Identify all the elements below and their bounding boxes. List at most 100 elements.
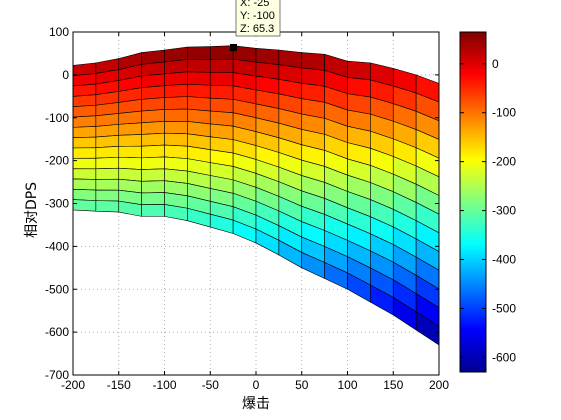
surface-patch	[164, 108, 188, 122]
surface-patch	[141, 168, 165, 182]
surface-patch	[73, 168, 97, 180]
datatip-z: Z: 65.3	[240, 23, 274, 35]
surface-patch	[118, 122, 142, 136]
surface-patch	[164, 144, 188, 159]
surface-patch	[209, 97, 234, 114]
surface-patch	[415, 111, 439, 140]
colorbar-tick-label: -400	[492, 252, 516, 266]
datatip[interactable]: X: -25 Y: -100 Z: 65.3	[230, 0, 281, 51]
colorbar-tick-label: 0	[492, 57, 499, 71]
x-tick-label: 0	[253, 378, 260, 392]
surface-plot	[73, 45, 439, 346]
surface-patch	[209, 84, 234, 100]
surface-patch	[415, 238, 439, 271]
x-tick-label: 100	[337, 378, 357, 392]
surface-patch	[187, 71, 211, 86]
surface-patch	[95, 124, 120, 138]
surface-patch	[95, 145, 120, 159]
surface-patch	[164, 132, 188, 147]
x-tick-label: -50	[202, 378, 220, 392]
surface-patch	[73, 136, 97, 149]
surface-patch	[209, 45, 234, 60]
x-tick-label: 200	[429, 378, 449, 392]
x-tick-label: 150	[383, 378, 403, 392]
y-axis: 100 0 -100 -200 -300 -400 -500 -600 -700	[45, 25, 439, 382]
surface-patch	[415, 293, 439, 327]
surface-patch	[95, 135, 120, 148]
surface-patch	[141, 144, 165, 159]
y-tick-label: -600	[45, 325, 69, 339]
y-tick-label: -700	[45, 368, 69, 382]
surface-patch	[141, 192, 165, 205]
surface-patch	[415, 220, 439, 252]
surface-patch	[187, 96, 211, 112]
datatip-x: X: -25	[240, 0, 269, 9]
y-tick-label: -400	[45, 239, 69, 253]
y-tick-label: -200	[45, 154, 69, 168]
surface-patch	[415, 147, 439, 178]
surface-patch	[209, 58, 234, 73]
x-axis: -200 -150 -100 -50 0 50 100 150 200	[61, 32, 449, 392]
surface-patch	[141, 109, 165, 124]
colorbar-tick-label: -300	[492, 204, 516, 218]
surface-patch	[415, 275, 439, 308]
surface-patch	[73, 126, 97, 138]
surface-patch	[347, 60, 371, 81]
surface-patch	[164, 83, 188, 98]
x-tick-label: -150	[107, 378, 131, 392]
surface-patch	[73, 157, 97, 170]
surface-patch	[95, 156, 120, 170]
surface-patch	[73, 199, 97, 212]
surface-patch	[95, 200, 120, 213]
surface-patch	[187, 83, 211, 99]
surface-patch	[141, 156, 165, 170]
surface-patch	[73, 83, 97, 97]
colorbar-tick-label: -200	[492, 155, 516, 169]
surface-patch	[255, 47, 280, 65]
surface-patch	[415, 165, 439, 196]
surface-patch	[415, 129, 439, 159]
colorbar-tick-label: -600	[492, 350, 516, 364]
surface-patch	[415, 183, 439, 215]
y-tick-label: -500	[45, 282, 69, 296]
surface-patch	[141, 85, 165, 100]
surface-patch	[118, 134, 142, 147]
surface-patch	[118, 145, 142, 159]
surface-patch	[415, 256, 439, 290]
colorbar-tick-label: -100	[492, 106, 516, 120]
colorbar-tick-label: -500	[492, 301, 516, 315]
surface-patch	[164, 71, 188, 86]
surface-patch	[73, 104, 97, 118]
surface-patch	[141, 73, 165, 88]
colorbar-gradient	[459, 31, 487, 373]
surface-patch	[164, 59, 188, 75]
surface-patch	[73, 94, 97, 108]
y-tick-label: -300	[45, 197, 69, 211]
surface-patch	[187, 46, 211, 60]
surface-patch	[73, 147, 97, 159]
surface-patch	[141, 132, 165, 147]
y-tick-label: -100	[45, 111, 69, 125]
x-tick-label: -200	[61, 378, 85, 392]
surface-patch	[301, 52, 325, 71]
surface-patch	[415, 202, 439, 234]
surface-patch	[73, 188, 97, 201]
surface-patch	[118, 110, 142, 125]
surface-patch	[141, 121, 165, 135]
surface-patch	[95, 189, 120, 202]
surface-patch	[187, 59, 211, 73]
datatip-marker	[230, 44, 237, 51]
x-tick-label: -100	[152, 378, 176, 392]
surface-patch	[73, 178, 97, 191]
datatip-y: Y: -100	[240, 10, 275, 22]
x-tick-label: 50	[295, 378, 309, 392]
surface-patch	[164, 96, 188, 110]
surface-patch	[95, 178, 120, 191]
y-tick-label: 100	[49, 25, 69, 39]
surface-patch	[164, 121, 188, 135]
y-tick-label: 0	[62, 68, 69, 82]
colorbar: 0 -100 -200 -300 -400 -500 -600	[459, 31, 516, 373]
surface-patch	[209, 72, 234, 87]
surface-patch	[415, 311, 439, 346]
